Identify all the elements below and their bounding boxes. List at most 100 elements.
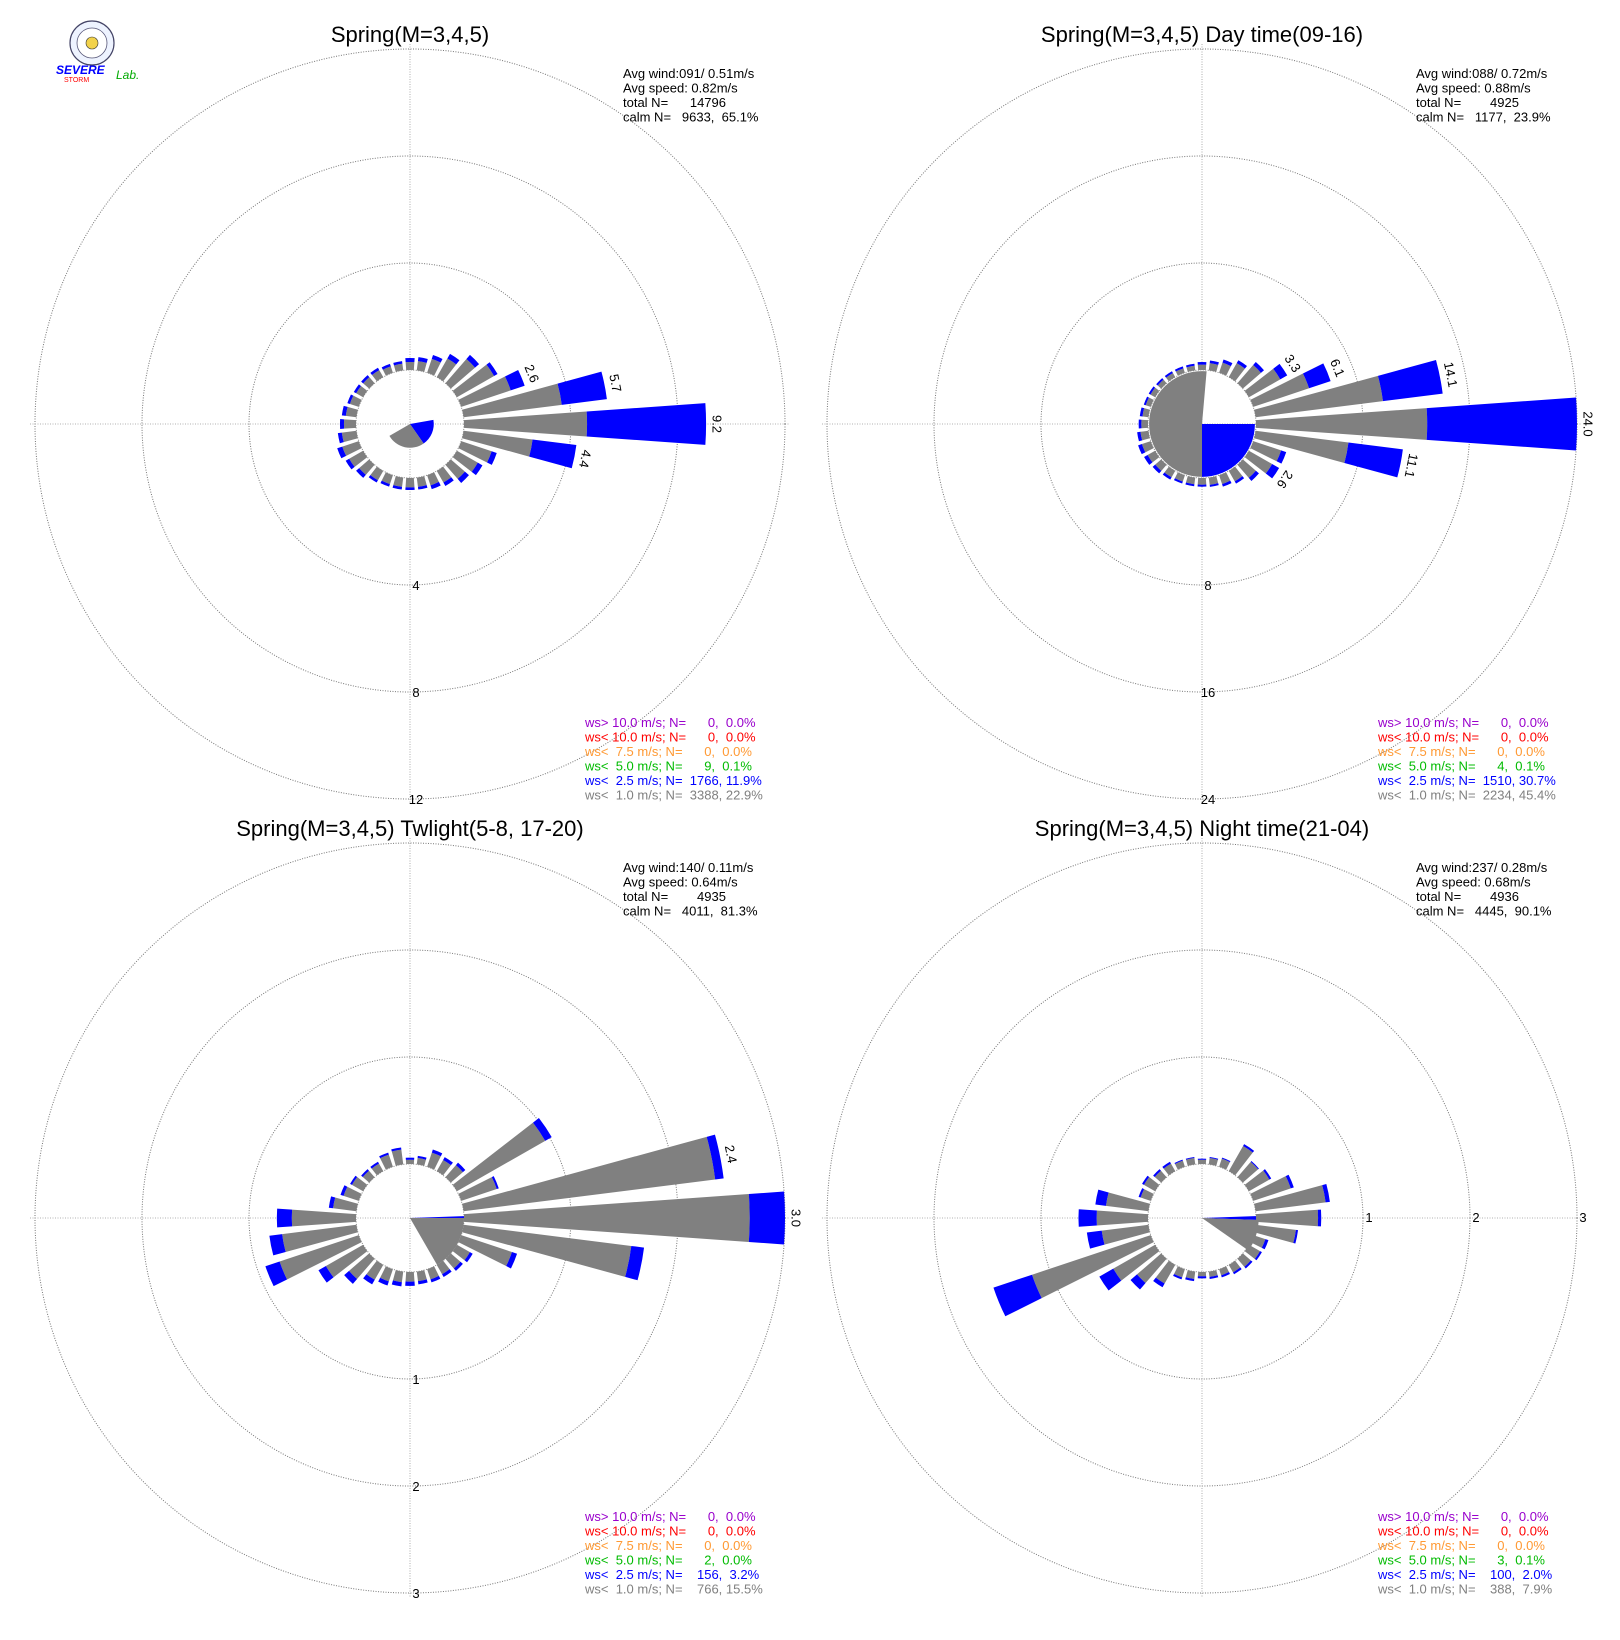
bar-lt2_5 <box>1153 1277 1165 1288</box>
bar-lt2_5 <box>1254 1251 1262 1261</box>
ring-label: 4 <box>412 578 419 593</box>
bar-lt1 <box>1250 1235 1266 1248</box>
bar-lt1 <box>452 1244 470 1261</box>
bar-lt2_5 <box>347 394 354 404</box>
bar-lt2_5 <box>487 451 497 465</box>
bar-lt1 <box>1228 1145 1253 1176</box>
bar-lt1 <box>1250 373 1310 407</box>
bar-lt2_5 <box>353 384 361 394</box>
legend-entry: ws< 7.5 m/s; N= 0, 0.0% <box>1377 744 1545 759</box>
legend-entry: ws< 7.5 m/s; N= 0, 0.0% <box>1377 1538 1545 1553</box>
bar-lt2_5 <box>417 1279 428 1285</box>
bar-lt2_5 <box>1250 1161 1259 1170</box>
bar-lt2_5 <box>466 354 480 368</box>
bar-lt2_5 <box>1174 1159 1183 1164</box>
bar-lt2_5 <box>443 1157 453 1166</box>
windrose-panel-4: 1 2 3 Spring(M=3,4,5) Night time(21-04) Avg … <box>822 816 1587 1598</box>
bar-lt1 <box>1254 1185 1326 1212</box>
bar-lt2_5 <box>363 1274 375 1285</box>
ring-label: 3 <box>412 1586 419 1601</box>
bar-lt2_5 <box>431 355 443 363</box>
bar-lt2_5 <box>706 1134 724 1180</box>
bar-lt2_5 <box>1173 1273 1183 1280</box>
bar-lt1 <box>1140 1189 1154 1201</box>
bar-lt1 <box>405 1271 415 1282</box>
bar-lt2_5 <box>1156 378 1164 386</box>
bar-lt1 <box>1208 1270 1218 1277</box>
bar-lt1 <box>391 1149 404 1166</box>
bar-lt1 <box>462 1224 632 1277</box>
bar-lt2_5 <box>391 1147 402 1152</box>
bar-lt1 <box>1219 1266 1230 1276</box>
bar-lt2_5 <box>1197 1276 1207 1279</box>
calm-wedge <box>1202 371 1207 424</box>
chart-title: Spring(M=3,4,5) Night time(21-04) <box>1035 816 1369 841</box>
legend-entry: ws> 10.0 m/s; N= 0, 0.0% <box>1377 1509 1549 1524</box>
bar-lt2_5 <box>506 1252 518 1269</box>
bar-lt1 <box>343 419 357 429</box>
bar-lt2_5 <box>1197 484 1207 487</box>
bar-value-label: 14.1 <box>1441 361 1461 389</box>
bar-lt2_5 <box>1317 1209 1322 1227</box>
windrose-panel-3: 1 2 3 2.4 3.0 Spring(M=3,4,5) Twlight(5-8, 17… <box>30 816 804 1601</box>
bar-lt1 <box>436 466 452 483</box>
bar-lt1 <box>463 411 588 437</box>
bar-lt2_5 <box>417 357 428 363</box>
ring-label: 8 <box>1204 578 1211 593</box>
bar-lt1 <box>345 406 358 418</box>
bar-lt1 <box>463 1194 750 1242</box>
legend-entry: ws< 2.5 m/s; N= 1766, 11.9% <box>584 773 762 788</box>
bar-lt1 <box>282 1224 358 1253</box>
stats-line: Avg wind:237/ 0.28m/s <box>1416 860 1548 875</box>
legend-entry: ws< 10.0 m/s; N= 0, 0.0% <box>584 730 756 745</box>
bar-lt2_5 <box>1095 1189 1109 1206</box>
bar-lt2_5 <box>265 1261 288 1287</box>
calm-wedge <box>410 419 434 444</box>
bar-lt1 <box>405 361 415 371</box>
bar-lt2_5 <box>1234 476 1245 484</box>
ring-label: 1 <box>412 1372 419 1387</box>
bar-lt1 <box>342 441 362 456</box>
bar-value-label: 3.0 <box>789 1209 804 1227</box>
bar-lt2_5 <box>345 458 355 470</box>
bar-lt2_5 <box>1377 359 1443 402</box>
bar-lt1 <box>349 395 362 407</box>
logo-lab: Lab. <box>116 68 139 82</box>
bar-lt1 <box>366 1260 384 1280</box>
bar-lt1 <box>351 1177 368 1192</box>
bar-lt2_5 <box>447 353 460 365</box>
bar-lt1 <box>1150 387 1160 398</box>
bar-lt2_5 <box>1197 1158 1207 1160</box>
bar-lt1 <box>349 450 368 467</box>
bar-lt1 <box>1163 1163 1176 1176</box>
bar-lt2_5 <box>1174 366 1184 372</box>
bar-lt1 <box>1237 1253 1251 1267</box>
stats-line: calm N= 4011, 81.3% <box>623 904 758 919</box>
stats-line: Avg speed: 0.82m/s <box>623 81 738 96</box>
bar-lt1 <box>1219 1158 1230 1170</box>
bar-lt2_5 <box>455 1162 466 1173</box>
bar-lt1 <box>445 358 476 389</box>
bar-lt2_5 <box>391 1280 402 1287</box>
legend-entry: ws< 7.5 m/s; N= 0, 0.0% <box>584 1538 752 1553</box>
bar-lt2_5 <box>430 1275 441 1283</box>
bar-lt2_5 <box>1322 1183 1330 1203</box>
bar-value-label: 9.2 <box>710 415 725 433</box>
bar-lt1 <box>1186 1158 1196 1166</box>
bar-lt2_5 <box>1222 480 1232 487</box>
bar-lt2_5 <box>379 1152 389 1159</box>
bar-lt2_5 <box>1209 360 1219 365</box>
bar-lt2_5 <box>529 439 577 469</box>
bar-lt2_5 <box>430 481 441 490</box>
calm-wedge <box>1202 1218 1259 1251</box>
bar-lt1 <box>458 1177 497 1201</box>
bar-lt1 <box>458 1235 512 1267</box>
bar-lt2_5 <box>1221 1272 1230 1278</box>
legend-entry: ws< 1.0 m/s; N= 388, 7.9% <box>1377 1582 1553 1597</box>
legend-entry: ws> 10.0 m/s; N= 0, 0.0% <box>584 1509 756 1524</box>
bar-lt2_5 <box>1130 1274 1146 1290</box>
bar-lt2_5 <box>1185 1156 1195 1160</box>
bar-lt2_5 <box>486 362 498 377</box>
bar-lt1 <box>1244 450 1273 474</box>
bar-lt2_5 <box>1285 1174 1294 1189</box>
